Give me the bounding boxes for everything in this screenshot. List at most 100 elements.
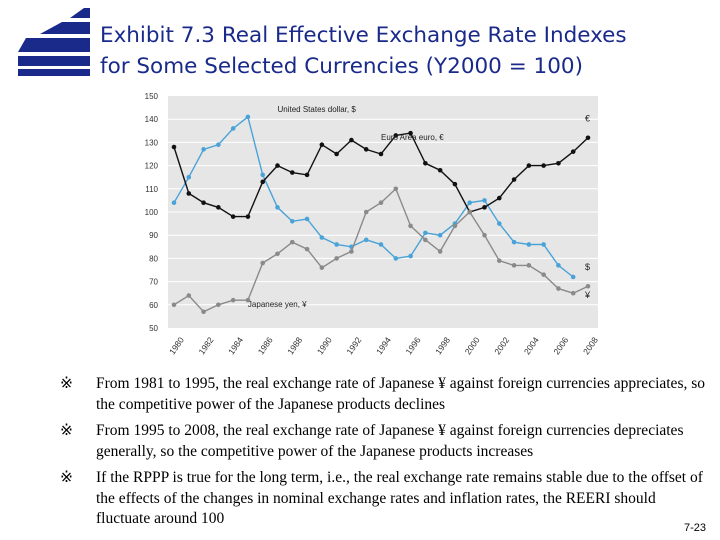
- data-point-jpy: [393, 186, 399, 192]
- data-point-usd: [289, 218, 295, 224]
- data-point-eur: [363, 147, 369, 152]
- data-point-jpy: [511, 263, 517, 268]
- data-point-usd: [378, 242, 384, 247]
- data-point-jpy: [216, 302, 221, 308]
- data-point-eur: [556, 160, 561, 166]
- data-point-eur: [334, 151, 339, 157]
- note-text: From 1981 to 1995, the real exchange rat…: [96, 375, 706, 413]
- data-point-eur: [526, 163, 532, 168]
- note-mark: ※: [60, 422, 73, 439]
- data-point-eur: [452, 181, 458, 187]
- note-item: ※ If the RPPP is true for the long term,…: [60, 468, 710, 530]
- series-label-usd: United States dollar, $: [278, 105, 357, 114]
- data-point-usd: [556, 263, 561, 268]
- data-point-jpy: [304, 246, 310, 252]
- x-tick-label: 2004: [522, 335, 541, 356]
- x-tick-label: 2008: [581, 335, 600, 356]
- y-tick-label: 120: [145, 162, 159, 171]
- data-point-usd: [437, 232, 443, 238]
- x-tick-label: 1994: [374, 335, 393, 356]
- note-mark: ※: [60, 375, 73, 392]
- data-point-eur: [585, 135, 591, 141]
- note-item: ※ From 1981 to 1995, the real exchange r…: [60, 374, 710, 415]
- page-title: Exhibit 7.3 Real Effective Exchange Rate…: [100, 20, 715, 82]
- data-point-jpy: [423, 237, 428, 243]
- note-mark: ※: [60, 469, 73, 486]
- x-tick-label: 1980: [167, 335, 186, 356]
- data-point-eur: [378, 151, 384, 157]
- data-point-eur: [289, 170, 295, 175]
- data-point-eur: [230, 214, 236, 219]
- x-tick-label: 1990: [315, 335, 334, 356]
- data-point-usd: [408, 253, 413, 259]
- data-point-eur: [171, 144, 177, 150]
- y-tick-label: 80: [149, 254, 158, 263]
- data-point-usd: [319, 235, 325, 240]
- data-point-usd: [467, 200, 473, 206]
- data-point-usd: [245, 114, 251, 120]
- x-tick-label: 2002: [492, 335, 511, 356]
- data-point-eur: [319, 142, 325, 148]
- data-point-jpy: [496, 258, 502, 264]
- data-point-usd: [171, 200, 177, 206]
- data-point-usd: [216, 142, 221, 148]
- data-point-jpy: [526, 263, 532, 268]
- data-point-eur: [393, 133, 399, 138]
- page-number: 7-23: [683, 522, 706, 534]
- x-tick-label: 2006: [551, 335, 570, 356]
- data-point-usd: [363, 237, 369, 243]
- data-point-eur: [186, 191, 192, 196]
- y-tick-label: 60: [149, 301, 158, 310]
- data-point-usd: [423, 230, 428, 236]
- data-point-jpy: [452, 223, 458, 229]
- data-point-usd: [511, 239, 517, 245]
- data-point-jpy: [378, 200, 384, 206]
- x-tick-label: 1988: [285, 335, 304, 356]
- data-point-eur: [423, 160, 428, 166]
- data-point-usd: [526, 242, 532, 247]
- series-end-label-eur: €: [585, 114, 590, 124]
- data-point-eur: [482, 205, 487, 210]
- note-item: ※ From 1995 to 2008, the real exchange r…: [60, 421, 710, 462]
- y-tick-label: 150: [145, 92, 159, 101]
- data-point-eur: [496, 195, 502, 201]
- data-point-usd: [496, 221, 502, 226]
- series-line-usd: [173, 115, 574, 278]
- y-tick-label: 110: [145, 185, 158, 194]
- logo-icon: [18, 8, 90, 76]
- y-tick-label: 100: [145, 208, 159, 217]
- data-point-jpy: [260, 260, 266, 266]
- title-line-2: for Some Selected Currencies (Y2000 = 10…: [100, 54, 583, 79]
- data-point-jpy: [482, 232, 487, 238]
- title-line-1: Exhibit 7.3 Real Effective Exchange Rate…: [100, 23, 627, 48]
- data-point-jpy: [541, 272, 546, 277]
- series-end-label-usd: $: [585, 262, 590, 272]
- note-text: If the RPPP is true for the long term, i…: [96, 469, 703, 527]
- data-point-eur: [511, 177, 517, 182]
- data-point-eur: [408, 130, 413, 136]
- x-tick-label: 1984: [226, 335, 245, 356]
- data-point-jpy: [275, 251, 280, 257]
- data-point-usd: [304, 216, 310, 222]
- data-point-eur: [437, 167, 443, 173]
- y-tick-label: 90: [149, 231, 158, 240]
- data-point-jpy: [245, 297, 251, 303]
- y-tick-label: 50: [149, 324, 158, 333]
- data-point-jpy: [171, 302, 177, 308]
- data-point-jpy: [408, 223, 413, 229]
- data-point-jpy: [467, 209, 473, 215]
- data-point-eur: [275, 163, 280, 168]
- data-point-jpy: [363, 209, 369, 215]
- data-point-jpy: [437, 249, 443, 254]
- data-point-jpy: [349, 249, 354, 254]
- data-point-usd: [482, 198, 487, 203]
- data-point-usd: [230, 126, 236, 131]
- x-tick-label: 1982: [197, 335, 216, 356]
- notes-list: ※ From 1981 to 1995, the real exchange r…: [60, 374, 710, 536]
- data-point-eur: [201, 200, 206, 206]
- y-tick-label: 70: [149, 278, 158, 287]
- data-point-jpy: [319, 265, 325, 270]
- x-tick-label: 1992: [344, 335, 363, 356]
- data-point-eur: [260, 179, 266, 185]
- x-tick-label: 1986: [256, 335, 275, 356]
